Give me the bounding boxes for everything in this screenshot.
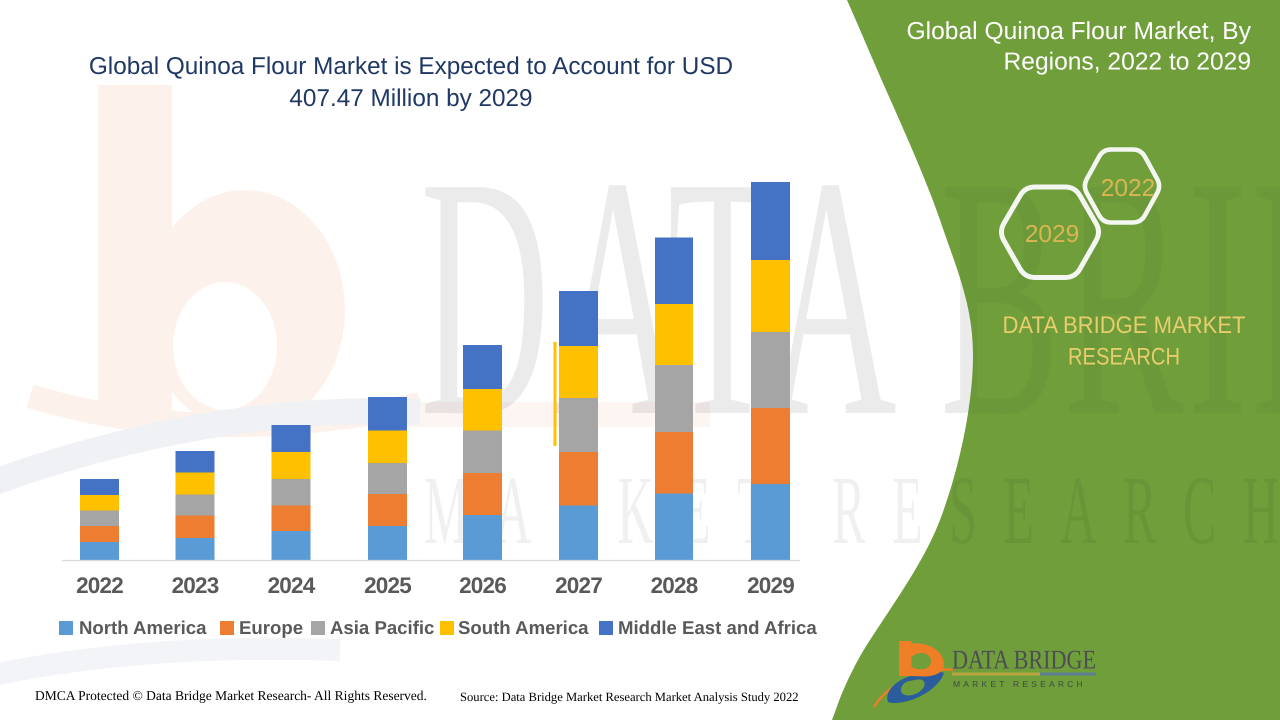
svg-text:407.47 Million by 2029: 407.47 Million by 2029 (289, 85, 532, 112)
svg-text:2025: 2025 (364, 573, 411, 598)
svg-text:2028: 2028 (651, 573, 698, 598)
svg-text:2024: 2024 (268, 573, 316, 598)
svg-text:DATA BRIDGE: DATA BRIDGE (952, 645, 1096, 675)
svg-text:Source: Data Bridge Market Res: Source: Data Bridge Market Research Mark… (460, 690, 799, 704)
svg-text:2027: 2027 (555, 573, 602, 598)
svg-text:2022: 2022 (1101, 175, 1156, 202)
svg-text:Global Quinoa Flour Market, By: Global Quinoa Flour Market, By (907, 18, 1252, 45)
svg-text:Europe: Europe (239, 617, 303, 638)
svg-text:Regions, 2022 to 2029: Regions, 2022 to 2029 (1004, 49, 1252, 76)
svg-text:RESEARCH: RESEARCH (1068, 344, 1180, 371)
svg-text:2023: 2023 (172, 573, 219, 598)
svg-text:MARKET RESEARCH: MARKET RESEARCH (953, 679, 1086, 689)
svg-text:2026: 2026 (459, 573, 506, 598)
svg-text:Asia Pacific: Asia Pacific (330, 617, 434, 638)
svg-text:DATA BRIDGE MARKET: DATA BRIDGE MARKET (1003, 312, 1246, 339)
svg-text:South America: South America (458, 617, 589, 638)
svg-text:2022: 2022 (76, 573, 123, 598)
svg-text:Middle East and Africa: Middle East and Africa (618, 617, 817, 638)
svg-text:Global Quinoa Flour Market is: Global Quinoa Flour Market is Expected t… (89, 53, 733, 80)
svg-text:2029: 2029 (747, 573, 794, 598)
svg-text:North America: North America (79, 617, 207, 638)
svg-text:2029: 2029 (1025, 221, 1080, 248)
svg-text:DMCA Protected © Data Bridge M: DMCA Protected © Data Bridge Market Rese… (35, 688, 427, 703)
